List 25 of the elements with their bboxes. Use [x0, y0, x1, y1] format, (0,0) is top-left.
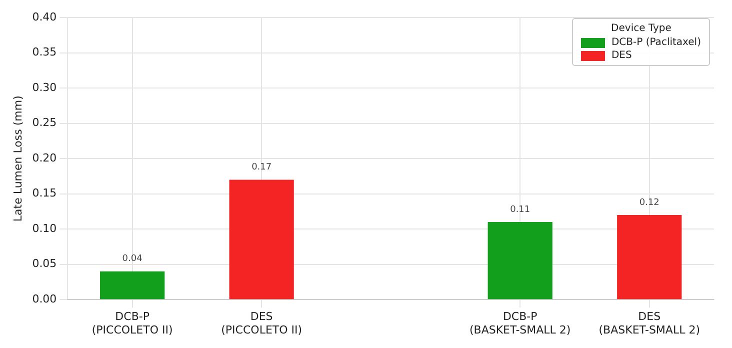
- data-label: 0.17: [252, 162, 272, 173]
- data-label: 0.11: [510, 204, 530, 215]
- x-tick-label: DES (PICCOLETO II): [221, 310, 302, 336]
- bar: [488, 222, 552, 300]
- y-axis-title: Late Lumen Loss (mm): [11, 96, 24, 222]
- bar: [100, 271, 165, 300]
- y-tick-label: 0.10: [32, 222, 57, 235]
- y-tick-label: 0.00: [32, 292, 57, 306]
- y-tick-label: 0.35: [32, 46, 57, 59]
- y-tick-label: 0.40: [32, 10, 57, 24]
- y-tick-label: 0.15: [32, 186, 57, 200]
- legend-label: DCB-P (Paclitaxel): [611, 37, 701, 48]
- bar: [229, 180, 294, 300]
- x-tick-label: DCB-P (PICCOLETO II): [92, 310, 173, 336]
- legend-title: Device Type: [610, 23, 672, 34]
- data-label: 0.12: [639, 198, 660, 208]
- bar: [617, 215, 682, 300]
- x-tick-label: DCB-P (BASKET-SMALL 2): [469, 310, 571, 336]
- legend-label: DES: [611, 50, 632, 61]
- x-tick-label: DES (BASKET-SMALL 2): [598, 310, 700, 336]
- y-tick-label: 0.25: [32, 116, 57, 130]
- data-label: 0.04: [122, 254, 143, 264]
- y-tick-label: 0.30: [32, 80, 57, 94]
- y-tick-label: 0.20: [32, 151, 57, 164]
- y-tick-label: 0.05: [32, 257, 57, 270]
